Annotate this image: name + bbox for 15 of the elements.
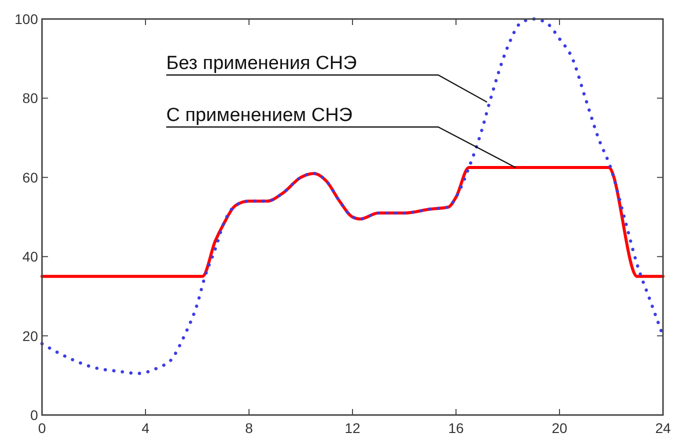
y-tick-label: 40: [22, 248, 38, 265]
line-series: [40, 17, 665, 376]
y-tick-label: 100: [14, 11, 38, 27]
x-tick-label: 24: [655, 420, 671, 436]
annotation: Без применения СНЭ: [166, 53, 357, 74]
annotation: С применением СНЭ: [166, 105, 352, 126]
y-tick-label: 0: [30, 407, 38, 423]
x-tick-label: 16: [448, 420, 464, 436]
x-tick-label: 20: [552, 420, 568, 436]
y-tick-label: 80: [22, 90, 38, 106]
x-tick-label: 4: [142, 420, 150, 436]
y-tick-label: 20: [22, 328, 38, 344]
x-tick-label: 8: [245, 420, 254, 436]
x-tick-label: 12: [344, 420, 360, 436]
y-tick-label: 60: [22, 169, 38, 186]
